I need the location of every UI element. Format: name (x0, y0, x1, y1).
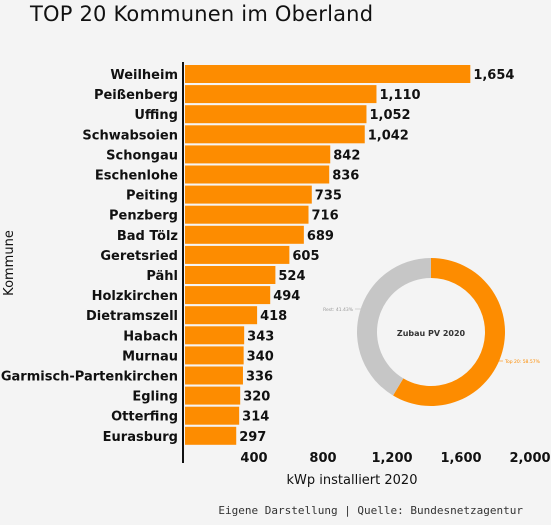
x-axis-title: kWp installiert 2020 (287, 473, 418, 488)
x-tick-label: 400 (240, 451, 267, 466)
y-axis-title: Kommune (2, 230, 17, 296)
value-label: 1,110 (379, 88, 420, 103)
bar (185, 426, 237, 445)
value-label: 314 (242, 410, 269, 425)
donut-slice (356, 258, 431, 396)
bar-series: Weilheim 1,654 Peißenberg 1,110 Uffing 1,052 S… (1, 65, 514, 445)
donut-slice-label: Top 20: 58.57% (504, 359, 541, 365)
value-label: 1,052 (369, 108, 410, 123)
donut-slice-label: Rest: 41.43% (323, 307, 354, 313)
source-caption: Eigene Darstellung | Quelle: Bundesnetza… (218, 504, 523, 517)
category-label: Otterfing (111, 410, 178, 425)
bar (185, 266, 276, 284)
bar (185, 306, 258, 325)
category-label: Bad Tölz (117, 229, 178, 244)
category-label: Pähl (146, 269, 178, 284)
value-label: 297 (239, 430, 266, 445)
bar (185, 185, 312, 204)
bar (185, 105, 367, 124)
bar (185, 165, 330, 184)
value-label: 320 (243, 390, 270, 405)
value-label: 524 (278, 269, 305, 284)
category-label: Murnau (122, 349, 178, 364)
x-tick-label: 800 (309, 451, 336, 466)
bar (185, 286, 271, 305)
category-label: Peiting (126, 189, 178, 204)
donut-slice (393, 258, 505, 406)
donut-chart: Zubau PV 2020 Top 20: 58.57% Rest: 41.43% (323, 258, 541, 406)
category-label: Eschenlohe (95, 169, 178, 184)
x-axis-ticks: 400 800 1,200 1,600 2,000 (240, 451, 550, 466)
value-label: 1,654 (473, 68, 514, 83)
category-label: Schwabsoien (82, 128, 178, 143)
bar (185, 225, 304, 244)
category-label: Weilheim (110, 68, 178, 83)
chart-title: TOP 20 Kommunen im Oberland (30, 2, 374, 26)
x-tick-label: 2,000 (509, 451, 550, 466)
category-label: Habach (123, 329, 178, 344)
category-label: Peißenberg (94, 88, 178, 103)
bar (185, 145, 331, 164)
category-label: Eurasburg (103, 430, 178, 445)
bar (185, 366, 243, 385)
bar (185, 386, 241, 405)
category-label: Egling (132, 390, 178, 405)
value-label: 343 (247, 329, 274, 344)
bar (185, 346, 244, 365)
value-label: 494 (273, 289, 300, 304)
value-label: 735 (315, 189, 342, 204)
donut-title: Zubau PV 2020 (397, 329, 466, 338)
value-label: 605 (292, 249, 319, 264)
bar (185, 406, 240, 425)
value-label: 336 (246, 370, 273, 385)
category-label: Geretsried (100, 249, 178, 264)
category-label: Holzkirchen (92, 289, 178, 304)
category-label: Uffing (134, 108, 178, 123)
bar (185, 245, 290, 264)
category-label: Schongau (106, 148, 178, 163)
value-label: 842 (333, 148, 360, 163)
value-label: 340 (247, 349, 274, 364)
bar (185, 125, 365, 144)
value-label: 716 (312, 209, 339, 224)
category-label: Dietramszell (86, 309, 178, 324)
bar (185, 65, 471, 83)
category-label: Garmisch-Partenkirchen (1, 370, 178, 385)
value-label: 689 (307, 229, 334, 244)
x-tick-label: 1,200 (371, 451, 412, 466)
value-label: 418 (260, 309, 287, 324)
x-tick-label: 1,600 (440, 451, 481, 466)
category-label: Penzberg (109, 209, 178, 224)
bar (185, 85, 377, 104)
bar (185, 326, 245, 345)
value-label: 1,042 (368, 128, 409, 143)
value-label: 836 (332, 169, 359, 184)
bar (185, 205, 309, 224)
